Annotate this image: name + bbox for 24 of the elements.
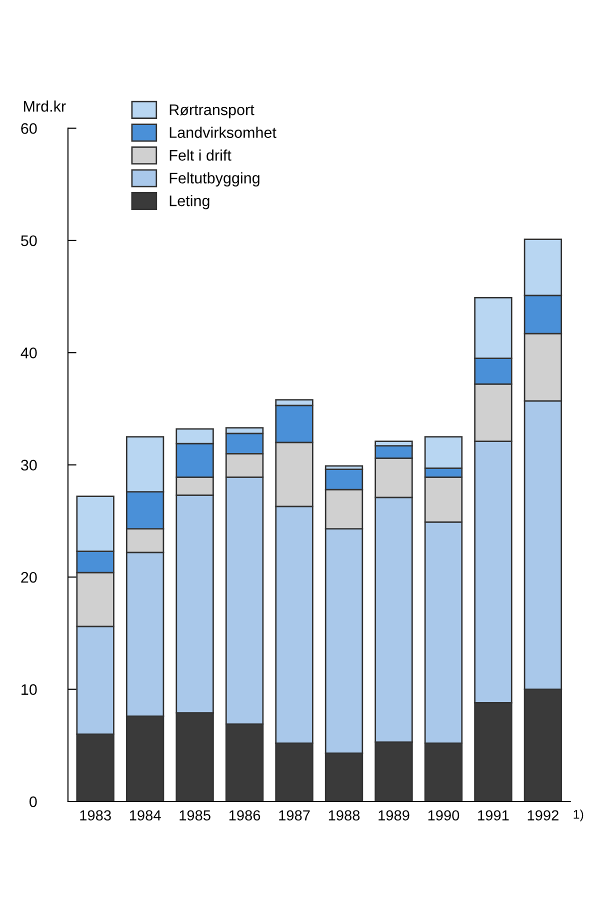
x-tick-label: 1987 (279, 810, 310, 821)
y-tick-label: 10 (22, 684, 37, 695)
legend-label: Landvirksomhet (170, 126, 276, 138)
legend-label: Leting (170, 195, 210, 210)
x-tick-label: 1992 (528, 810, 558, 821)
text: 1) (574, 810, 584, 822)
legend-label: Rørtransport (170, 104, 254, 118)
x-tick-label: 1984 (130, 810, 161, 821)
y-axis-title: Mrd.kr (24, 100, 66, 112)
legend-label: Feltutbygging (170, 172, 260, 186)
legend-label: Felt i drift (170, 149, 232, 161)
x-tick-label: 1991 (478, 810, 509, 821)
y-tick-label: 40 (20, 348, 37, 358)
y-tick-label: 60 (21, 123, 37, 134)
x-tick-label: 1988 (328, 810, 360, 821)
x-tick-label: 1983 (80, 810, 111, 821)
y-tick-label: 20 (21, 572, 37, 583)
y-tick-label: 30 (21, 460, 37, 471)
x-tick-label: 1990 (428, 810, 460, 821)
y-tick-label: 0 (30, 796, 37, 808)
x-tick-label: 1985 (180, 810, 210, 821)
x-tick-label: 1989 (378, 810, 410, 821)
y-tick-label: 50 (21, 235, 37, 246)
x-tick-label: 1986 (229, 810, 260, 821)
